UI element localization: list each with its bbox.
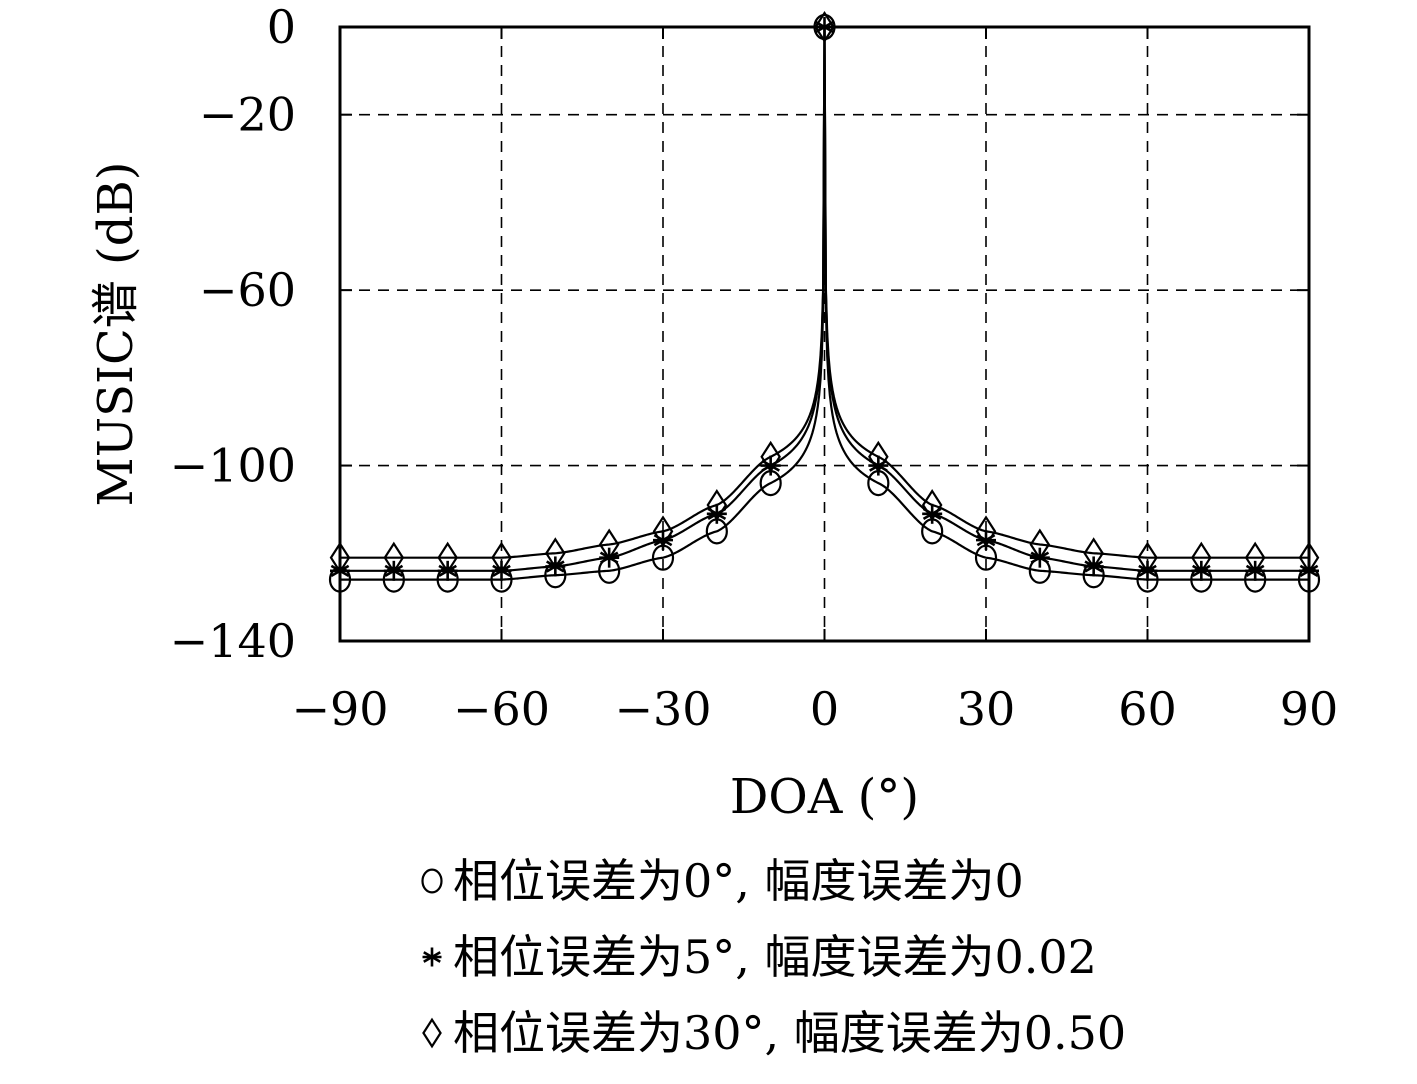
legend-item-2: 相位误差为5°, 幅度误差为0.02 [422,930,1097,984]
series-3-marker [706,489,728,522]
series-3-marker [383,541,405,574]
series-3-marker [437,541,458,574]
y-tick-label: −100 [170,439,296,493]
x-tick-label: 60 [1118,682,1177,736]
x-tick-label: 30 [957,682,1016,736]
series-3-marker [921,489,943,522]
x-tick-label: 90 [1280,682,1339,736]
series-2-marker [868,455,889,476]
series-3-marker [1029,528,1051,561]
legend-marker-2 [422,947,442,967]
series-line-3 [340,26,1309,559]
x-tick-label: −90 [291,682,388,736]
series-3-marker [814,10,835,44]
x-tick-label: −60 [453,682,550,736]
series-3-marker [975,515,997,548]
legend-label-2: 相位误差为5°, 幅度误差为0.02 [453,930,1097,984]
x-tick-label: 0 [810,682,839,736]
series-3-marker [545,537,566,570]
legend-marker-3 [422,1017,442,1049]
series-3-marker [868,440,889,473]
y-tick-label: 0 [267,0,296,54]
legend-label-1: 相位误差为0°, 幅度误差为0 [453,854,1024,908]
series-3-marker [652,515,674,548]
legend-item-1: 相位误差为0°, 幅度误差为0 [421,854,1024,908]
legend-item-3: 相位误差为30°, 幅度误差为0.50 [422,1006,1126,1060]
y-tick-label: −60 [199,263,296,317]
y-tick-label: −20 [199,88,296,142]
legend-label-3: 相位误差为30°, 幅度误差为0.50 [453,1006,1126,1060]
grid-lines [340,27,1309,641]
series-3-marker [760,440,781,473]
series-3-marker [1083,537,1104,570]
x-tick-label: −30 [614,682,711,736]
y-axis-title: MUSIC谱 (dB) [88,162,144,507]
legend-marker-1 [421,868,443,894]
x-axis-title: DOA (°) [730,769,919,825]
axis-ticks: −90 −60 −30 0 30 60 90 0 −20 −60 −100 −140 [170,0,1339,736]
y-tick-label: −140 [170,614,296,668]
series-3-marker [1137,541,1158,574]
series-3-marker [1244,541,1266,574]
legend: 相位误差为0°, 幅度误差为0 相位误差为5°, 幅度误差为0.02 相位误差为30… [421,854,1126,1060]
series-3-marker [491,541,512,574]
series-3-marker [598,528,620,561]
series-3-marker [1191,541,1212,574]
